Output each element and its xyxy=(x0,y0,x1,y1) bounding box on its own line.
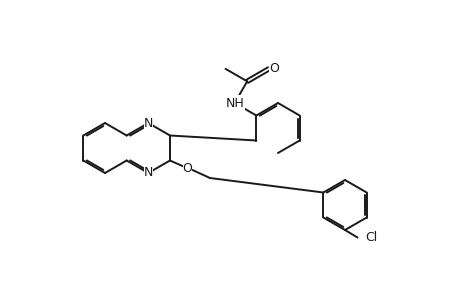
Text: O: O xyxy=(182,161,192,175)
Text: NH: NH xyxy=(225,97,244,110)
Text: N: N xyxy=(143,167,153,179)
Text: Cl: Cl xyxy=(365,231,377,244)
Text: O: O xyxy=(269,62,278,75)
Text: N: N xyxy=(143,116,153,130)
